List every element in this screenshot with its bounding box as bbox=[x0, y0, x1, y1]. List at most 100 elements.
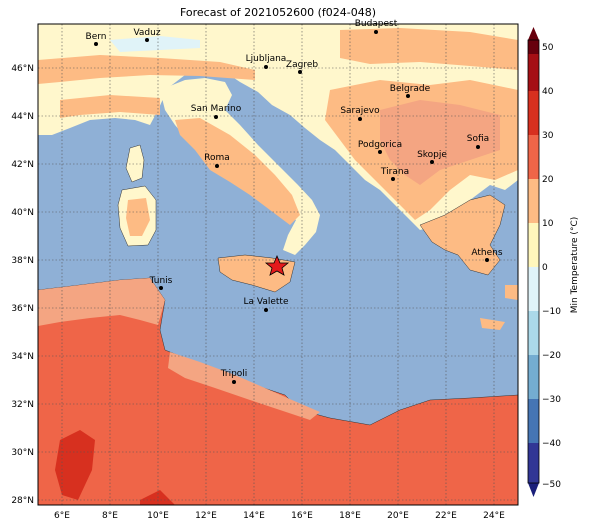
colorbar-tick: 30 bbox=[542, 131, 554, 141]
city-marker bbox=[391, 177, 395, 181]
city-label: Zagreb bbox=[286, 60, 318, 70]
hot-zone-2 bbox=[140, 490, 175, 505]
north-africa-coastal-mild bbox=[38, 278, 165, 326]
city-label: Budapest bbox=[355, 19, 398, 29]
city-marker bbox=[378, 150, 382, 154]
star-icon bbox=[264, 254, 290, 276]
colorbar-segment bbox=[528, 40, 539, 54]
x-tick: 18°E bbox=[339, 511, 361, 521]
colorbar-tick: 0 bbox=[542, 263, 548, 273]
x-tick: 6°E bbox=[54, 511, 70, 521]
x-tick: 10°E bbox=[147, 511, 169, 521]
x-tick: 22°E bbox=[435, 511, 457, 521]
colorbar-segment bbox=[528, 135, 539, 179]
city-marker bbox=[159, 286, 163, 290]
y-tick: 32°N bbox=[11, 400, 34, 410]
city-label: Podgorica bbox=[358, 140, 402, 150]
aegean-island-2 bbox=[505, 285, 518, 300]
x-tick: 16°E bbox=[291, 511, 313, 521]
alps-snow-zone bbox=[110, 36, 200, 52]
sardinia-warm-zone bbox=[126, 198, 150, 236]
y-tick: 46°N bbox=[11, 64, 34, 74]
colorbar-tick: −10 bbox=[542, 307, 561, 317]
colorbar-frame bbox=[527, 39, 540, 484]
city-label: Tripoli bbox=[220, 369, 248, 379]
city-label: Bern bbox=[86, 32, 107, 42]
europe-warm-zone-north bbox=[38, 55, 255, 84]
city-marker bbox=[264, 65, 268, 69]
map-frame bbox=[37, 23, 519, 506]
map-title: Forecast of 2021052600 (f024-048) bbox=[179, 6, 377, 19]
y-tick: 36°N bbox=[11, 304, 34, 314]
city-label: Athens bbox=[471, 248, 502, 258]
colorbar-segment bbox=[528, 91, 539, 135]
x-tick: 24°E bbox=[483, 511, 505, 521]
x-tick: 12°E bbox=[195, 511, 217, 521]
colorbar-segment bbox=[528, 179, 539, 223]
city-label: Sarajevo bbox=[340, 106, 380, 116]
x-tick: 14°E bbox=[243, 511, 265, 521]
city-label: Belgrade bbox=[390, 84, 431, 94]
colorbar-segment bbox=[528, 311, 539, 355]
y-tick: 42°N bbox=[11, 160, 34, 170]
italy-warm-zone bbox=[175, 118, 300, 225]
y-tick: 38°N bbox=[11, 256, 34, 266]
greece-land bbox=[419, 194, 506, 276]
city-marker bbox=[485, 258, 489, 262]
x-tick: 20°E bbox=[387, 511, 409, 521]
colorbar-tick: 40 bbox=[542, 87, 554, 97]
city-marker bbox=[406, 94, 410, 98]
corsica-island bbox=[125, 144, 145, 183]
x-tick: 8°E bbox=[102, 511, 118, 521]
city-marker bbox=[298, 70, 302, 74]
city-marker bbox=[145, 38, 149, 42]
colorbar-max-arrow bbox=[528, 27, 539, 40]
colorbar: 50 40 30 20 10 0 −10 −20 −30 −40 −50 Min… bbox=[527, 27, 580, 497]
city-label: Ljubljana bbox=[246, 54, 287, 64]
y-tick: 40°N bbox=[11, 208, 34, 218]
city-marker bbox=[214, 115, 218, 119]
city-label: Tunis bbox=[149, 276, 173, 286]
hot-zone-1 bbox=[55, 430, 95, 500]
city-label: La Valette bbox=[244, 297, 289, 307]
y-axis-ticks: 46°N 44°N 42°N 40°N 38°N 36°N 34°N 32°N … bbox=[11, 64, 34, 506]
city-marker bbox=[94, 42, 98, 46]
colorbar-tick: −50 bbox=[542, 480, 561, 490]
europe-warm-zone-alps bbox=[60, 95, 160, 118]
y-tick: 34°N bbox=[11, 352, 34, 362]
hungary-warm-zone bbox=[340, 28, 518, 70]
city-label: Skopje bbox=[417, 150, 447, 160]
city-marker bbox=[215, 164, 219, 168]
libya-coastal-mild bbox=[168, 352, 320, 420]
city-marker bbox=[374, 30, 378, 34]
colorbar-segment bbox=[528, 443, 539, 483]
city-marker bbox=[430, 160, 434, 164]
colorbar-segment bbox=[528, 267, 539, 311]
city-label: Sofia bbox=[467, 134, 489, 144]
colorbar-segment bbox=[528, 54, 539, 91]
city-label: Roma bbox=[204, 153, 230, 163]
city-label: Vaduz bbox=[133, 28, 160, 38]
city-marker bbox=[232, 380, 236, 384]
aegean-island-1 bbox=[480, 318, 505, 330]
colorbar-tick: −40 bbox=[542, 439, 561, 449]
city-label: San Marino bbox=[191, 104, 242, 114]
y-tick: 28°N bbox=[11, 496, 34, 506]
city-label: Tirana bbox=[380, 167, 409, 177]
colorbar-tick: −20 bbox=[542, 351, 561, 361]
colorbar-min-arrow bbox=[528, 483, 539, 497]
colorbar-label: Min Temperature (°C) bbox=[570, 217, 580, 314]
y-tick: 44°N bbox=[11, 112, 34, 122]
colorbar-tick: 20 bbox=[542, 175, 554, 185]
colorbar-tick: 10 bbox=[542, 219, 554, 229]
colorbar-tick: 50 bbox=[542, 43, 554, 53]
graticule bbox=[38, 24, 518, 505]
colorbar-tick: −30 bbox=[542, 395, 561, 405]
colorbar-segment bbox=[528, 223, 539, 267]
city-marker bbox=[476, 145, 480, 149]
cities: Bern Vaduz Budapest Ljubljana Zagreb Bel… bbox=[86, 19, 503, 384]
colorbar-segment bbox=[528, 399, 539, 443]
colorbar-segment bbox=[528, 355, 539, 399]
city-marker bbox=[358, 117, 362, 121]
